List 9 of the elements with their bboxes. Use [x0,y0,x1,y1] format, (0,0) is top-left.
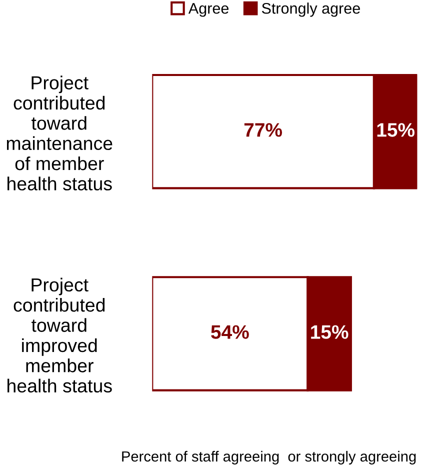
legend-label: Agree [188,3,228,17]
x-axis-title: Percent of staff agreeing or strongly agreeing [122,450,416,465]
y-tick-label: Project contributed toward improved member health status [8,278,112,393]
data-label: 54% [211,325,249,339]
data-label: 15% [377,123,415,137]
data-label: 15% [311,325,348,339]
y-tick-label: Project contributed toward maintenance of member health status [6,76,112,190]
legend-label: Strongly agree [262,2,360,17]
data-label: 77% [244,123,282,137]
